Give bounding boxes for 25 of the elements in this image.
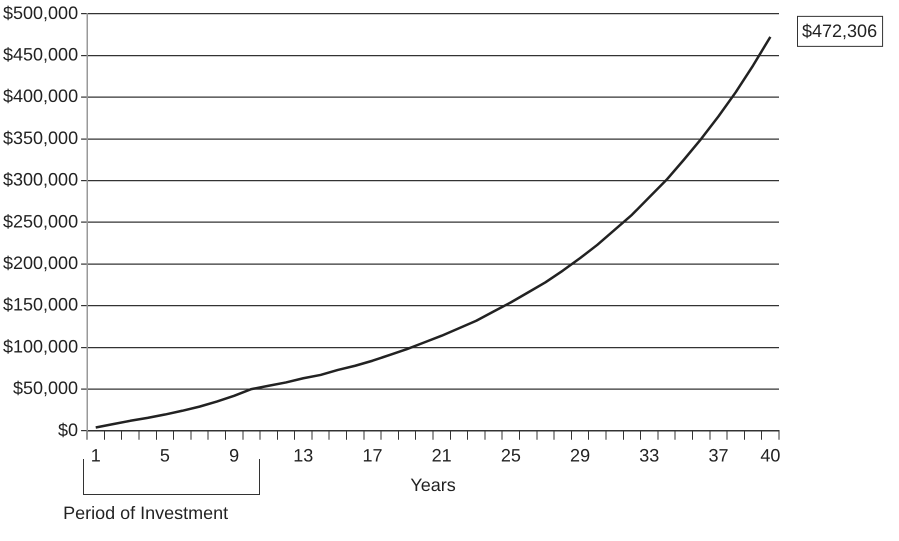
x-tick-label: 21 xyxy=(432,446,452,466)
x-tick-label: 1 xyxy=(90,446,101,466)
y-tick-label: $250,000 xyxy=(3,211,78,232)
y-tick-label: $0 xyxy=(58,420,78,440)
x-tick-label: 5 xyxy=(160,446,170,466)
x-tick-label: 17 xyxy=(362,446,383,466)
y-tick-label: $50,000 xyxy=(13,378,78,398)
y-tick-label: $300,000 xyxy=(3,170,78,190)
x-tick-label: 37 xyxy=(708,446,728,466)
y-tick-label: $200,000 xyxy=(3,252,78,273)
text: Period of Investment xyxy=(63,502,228,524)
y-tick-label: $500,000 xyxy=(3,2,78,23)
x-tick-label: 40 xyxy=(760,446,780,466)
y-tick-label: $450,000 xyxy=(3,44,78,64)
x-tick-label: 13 xyxy=(293,446,314,466)
x-tick-label: 9 xyxy=(229,446,240,466)
y-tick-label: $100,000 xyxy=(3,336,78,356)
x-tick-label: 29 xyxy=(570,446,590,466)
annotation: $472,306 xyxy=(802,20,878,41)
y-tick-label: $150,000 xyxy=(3,294,78,315)
x-tick-label: 25 xyxy=(500,446,521,466)
x-tick-label: 33 xyxy=(639,446,660,466)
x-axis-title: Years xyxy=(410,475,456,496)
y-tick-label: $350,000 xyxy=(3,128,78,148)
y-tick-label: $400,000 xyxy=(3,86,78,106)
